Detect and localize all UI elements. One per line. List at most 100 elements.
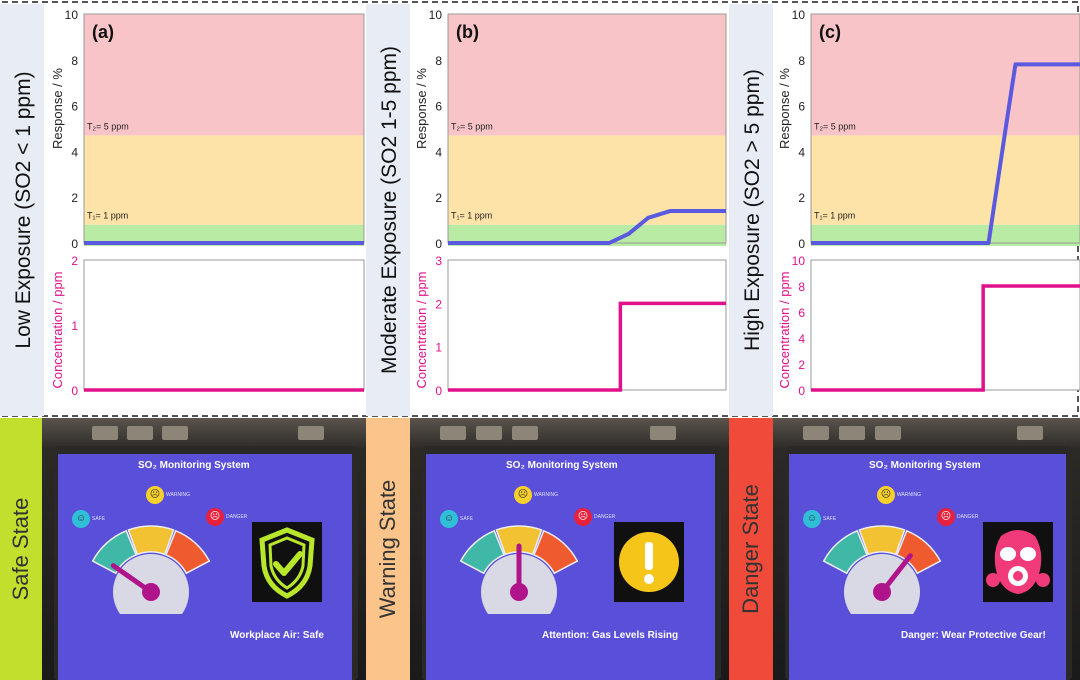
legend-warning: WARNING: [897, 492, 921, 498]
danger-zone: [811, 14, 1080, 136]
warning-face-icon: ☹: [877, 486, 895, 504]
safe-zone: [448, 224, 726, 246]
warning-state-strip: Warning State: [366, 418, 410, 680]
response-tick-label: 8: [798, 54, 805, 68]
monitor-screen-danger: SO₂ Monitoring System ☹ WARNING ☺ SAFE ☹…: [789, 454, 1066, 680]
gauge-warning-arc: [858, 525, 906, 556]
legend-safe: SAFE: [460, 516, 474, 522]
threshold-label-2: T₂= 5 ppm: [451, 121, 493, 131]
gas-mask-icon: [986, 530, 1050, 594]
concentration-line: [811, 284, 1080, 392]
row-label-detail: (SO2 > 5 ppm): [741, 69, 764, 207]
gauge-danger-arc: [533, 529, 579, 575]
warning-zone: [811, 135, 1080, 225]
device-photos-row: Safe State Warning State Danger State SO…: [0, 418, 1080, 680]
status-panel: [614, 522, 684, 602]
concentration-tick-label: 4: [798, 332, 805, 346]
row-label-main: Moderate Exposure: [378, 185, 401, 374]
response-axis-label: Response / %: [777, 68, 792, 149]
gauge-warning-arc: [495, 525, 543, 556]
sensor-gauge: [91, 525, 211, 614]
screen-title: SO₂ Monitoring System: [869, 460, 981, 471]
device-photo-warning: SO₂ Monitoring System ☹ WARNING ☺ SAFE ☹…: [410, 418, 729, 680]
response-line: [811, 62, 1080, 245]
row-label-bg: [366, 4, 410, 416]
concentration-tick-label: 2: [435, 297, 442, 311]
response-axis-label: Response / %: [50, 68, 65, 149]
concentration-tick-label: 0: [798, 384, 805, 398]
response-axis-label: Response / %: [414, 68, 429, 149]
safe-face-icon: ☺: [803, 510, 821, 528]
threshold-label-1: T₁= 1 ppm: [814, 211, 855, 221]
legend-danger: DANGER: [226, 514, 248, 520]
status-panel: [983, 522, 1053, 602]
concentration-line: [448, 301, 726, 392]
concentration-tick-label: 2: [71, 254, 78, 268]
shield-check-icon: [259, 527, 315, 599]
threshold-label-1: T₁= 1 ppm: [87, 211, 128, 221]
safe-face-icon: ☺: [440, 510, 458, 528]
response-tick-label: 4: [798, 145, 805, 159]
monitor-screen-warning: SO₂ Monitoring System ☹ WARNING ☺ SAFE ☹…: [426, 454, 715, 680]
gauge-danger-arc: [896, 529, 942, 575]
row-label-bg: [729, 4, 773, 416]
concentration-tick-label: 0: [71, 384, 78, 398]
panel-label: (a): [92, 22, 114, 42]
response-line: [448, 208, 726, 245]
screen-title: SO₂ Monitoring System: [138, 460, 250, 471]
response-tick-label: 0: [798, 237, 805, 251]
panel-label: (b): [456, 22, 479, 42]
legend-danger: DANGER: [957, 514, 979, 520]
response-tick-label: 4: [71, 145, 78, 159]
warning-state-label: Warning State: [375, 479, 400, 619]
response-tick-label: 8: [435, 54, 442, 68]
safe-zone: [84, 224, 364, 246]
danger-state-label: Danger State: [738, 484, 763, 614]
danger-zone: [84, 14, 364, 136]
row-label-main: High Exposure: [741, 207, 764, 351]
status-panel: [252, 522, 322, 602]
legend-danger: DANGER: [594, 514, 616, 520]
exposure-panel-a: Low Exposure (SO2 < 1 ppm) T₁= 1 ppm T₂= 5…: [0, 4, 365, 416]
gauge-warning-arc: [127, 525, 175, 556]
sensor-gauge: [822, 525, 942, 614]
row-label-bg: [0, 4, 44, 416]
danger-zone: [448, 14, 726, 136]
screen-title: SO₂ Monitoring System: [506, 460, 618, 471]
threshold-label-1: T₁= 1 ppm: [451, 211, 492, 221]
legend-warning: WARNING: [166, 492, 190, 498]
response-tick-label: 6: [798, 100, 805, 114]
gauge-safe-arc: [822, 529, 868, 575]
response-tick-label: 10: [792, 8, 806, 22]
danger-state-strip: Danger State: [729, 418, 773, 680]
legend-safe: SAFE: [92, 516, 106, 522]
exclamation-icon: [619, 532, 679, 592]
row-label-detail: (SO2 < 1 ppm): [12, 71, 35, 209]
device-photo-danger: SO₂ Monitoring System ☹ WARNING ☺ SAFE ☹…: [773, 418, 1080, 680]
threshold-label-2: T₂= 5 ppm: [814, 121, 856, 131]
concentration-axis-label: Concentration / ppm: [777, 271, 792, 388]
row-label: High Exposure (SO2 > 5 ppm): [741, 69, 764, 351]
concentration-tick-label: 0: [435, 384, 442, 398]
concentration-tick-label: 1: [71, 319, 78, 333]
row-label: Moderate Exposure (SO2 1-5 ppm): [378, 46, 401, 374]
concentration-plot-frame: [447, 259, 727, 391]
concentration-plot-frame: [810, 259, 1080, 391]
concentration-plot-frame: [83, 259, 365, 391]
row-label-main: Low Exposure: [12, 210, 35, 349]
concentration-tick-label: 8: [798, 280, 805, 294]
exposure-panel-b: Moderate Exposure (SO2 1-5 ppm) T₁= 1 ppm…: [366, 4, 727, 416]
warning-face-icon: ☹: [514, 486, 532, 504]
concentration-axis-label: Concentration / ppm: [414, 271, 429, 388]
legend-warning: WARNING: [534, 492, 558, 498]
sensor-gauge: [459, 525, 579, 614]
warning-face-icon: ☹: [146, 486, 164, 504]
response-tick-label: 6: [71, 100, 78, 114]
gauge-danger-arc: [165, 529, 211, 575]
safe-face-icon: ☺: [72, 510, 90, 528]
concentration-axis-label: Concentration / ppm: [50, 271, 65, 388]
danger-face-icon: ☹: [206, 508, 224, 526]
concentration-tick-label: 10: [792, 254, 806, 268]
warning-zone: [84, 135, 364, 225]
exposure-panel-c: High Exposure (SO2 > 5 ppm) T₁= 1 ppm T₂= …: [729, 4, 1080, 416]
